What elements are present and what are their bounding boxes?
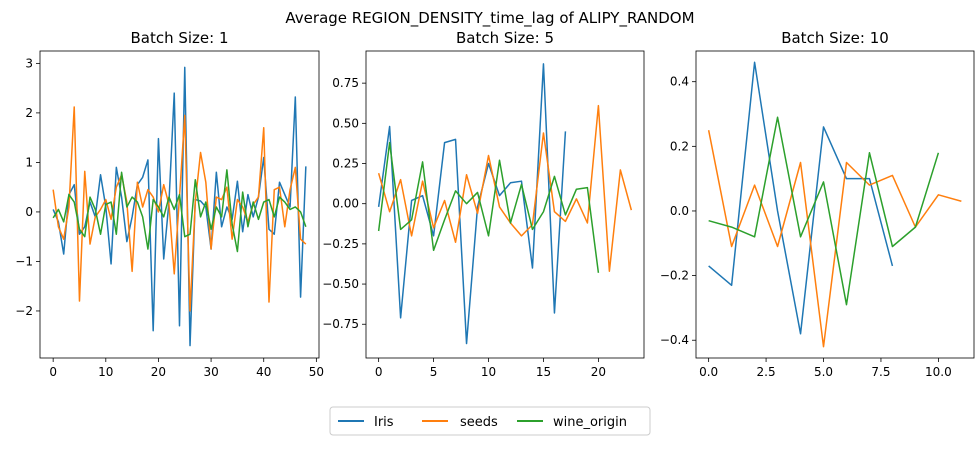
panel-3-x-tick-label: 7.5 (871, 365, 890, 379)
panel-2-y-tick-label: 0.50 (332, 116, 359, 130)
panel-3-x-tick-label: 0.0 (699, 365, 718, 379)
legend-label-iris: Iris (374, 415, 394, 430)
panel-2-x-tick-label: 0 (375, 365, 383, 379)
legend: Iris seeds wine_origin (329, 406, 651, 436)
panel-2-axes-frame (365, 50, 645, 359)
panel-3-y-tick-label: 0.4 (670, 75, 689, 89)
panel-1: Batch Size: 1 0 10 20 30 40 50 −2 −1 0 1 2 3 (15, 29, 324, 379)
panel-3-y-tick-label: 0.2 (670, 139, 689, 153)
panel-3-x-tick-label: 10.0 (925, 365, 952, 379)
panel-2-x-tick-label: 15 (536, 365, 551, 379)
panel-1-y-tick-label: 2 (25, 106, 33, 120)
panel-3-axes-frame (695, 50, 975, 359)
panel-1-x-tick-label: 30 (203, 365, 218, 379)
panel-2-x-tick-label: 10 (481, 365, 496, 379)
panel-1-y-tick-label: 0 (25, 205, 33, 219)
panel-1-y-tick-label: 3 (25, 56, 33, 70)
panel-3-x-tick-label: 5.0 (814, 365, 833, 379)
panel-3-y-tick-label: −0.4 (660, 333, 689, 347)
panel-1-y-tick-label: 1 (25, 155, 33, 169)
panel-2-y-tick-label: 0.75 (332, 76, 359, 90)
panel-2-y-tick-label: −0.25 (322, 237, 359, 251)
panel-3-y-tick-label: −0.2 (660, 269, 689, 283)
panel-1-x-tick-label: 20 (151, 365, 166, 379)
panel-2-y-tick-label: −0.75 (322, 317, 359, 331)
panel-3-series-iris (708, 61, 894, 335)
panel-1-x-tick-label: 0 (49, 365, 57, 379)
legend-frame (329, 406, 651, 436)
panel-3: Batch Size: 10 0.0 2.5 5.0 7.5 10.0 −0.4 −0.2 0.… (660, 29, 975, 379)
panel-2-series-wine-origin (377, 141, 600, 273)
panel-1-x-tick-label: 40 (256, 365, 271, 379)
panel-2: Batch Size: 5 0 5 10 15 20 −0.75 −0.50 −0.25 0.00… (322, 29, 645, 379)
panel-2-y-tick-label: 0.00 (332, 197, 359, 211)
panel-3-series-wine-origin (708, 116, 940, 306)
panel-2-x-tick-label: 5 (430, 365, 438, 379)
panel-1-y-tick-label: −1 (15, 254, 33, 268)
panel-2-title: Batch Size: 5 (456, 29, 554, 47)
panel-1-series-wine-origin (52, 169, 307, 253)
panel-3-series-seeds (707, 130, 962, 348)
panel-2-y-tick-label: 0.25 (332, 157, 359, 171)
panel-1-y-tick-label: −2 (15, 304, 33, 318)
panel-2-series-iris (377, 63, 567, 345)
panel-3-title: Batch Size: 10 (781, 29, 889, 47)
panel-3-y-tick-label: 0.0 (670, 204, 689, 218)
legend-label-seeds: seeds (460, 415, 498, 430)
panel-2-y-tick-label: −0.50 (322, 277, 359, 291)
panel-2-x-tick-label: 20 (591, 365, 606, 379)
figure-title: Average REGION_DENSITY_time_lag of ALIPY… (285, 9, 694, 28)
legend-label-wine-origin: wine_origin (553, 415, 627, 430)
panel-3-x-tick-label: 2.5 (757, 365, 776, 379)
panel-1-x-tick-label: 50 (309, 365, 324, 379)
panel-1-x-tick-label: 10 (98, 365, 113, 379)
panel-1-title: Batch Size: 1 (130, 29, 228, 47)
panel-1-axes-frame (39, 50, 320, 359)
